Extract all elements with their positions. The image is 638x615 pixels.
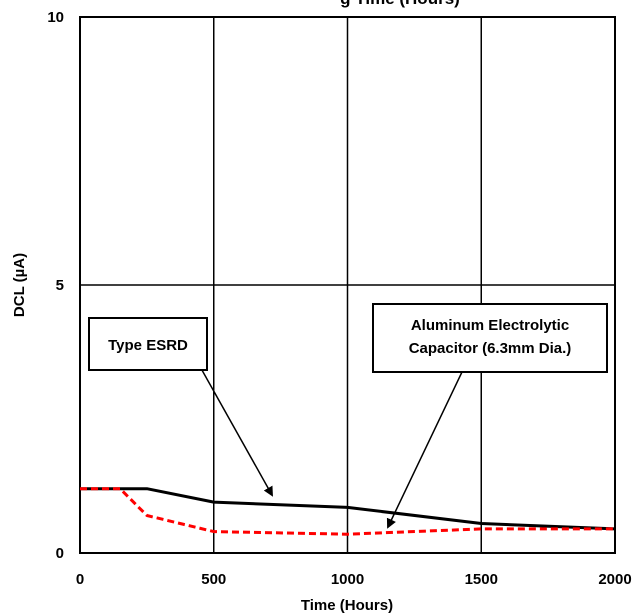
grid <box>80 17 615 553</box>
annotation-label: Capacitor (6.3mm Dia.) <box>409 340 572 357</box>
annotation-label: Type ESRD <box>108 337 188 354</box>
tick-labels: 0 500 1000 1500 2000 0 5 10 <box>47 9 631 588</box>
annotation-arrow <box>386 371 463 529</box>
x-tick-label: 500 <box>201 571 226 588</box>
y-tick-label: 5 <box>56 277 64 294</box>
chart-title-fragment: g Time (Hours) <box>340 0 460 8</box>
annotation-box <box>88 317 208 371</box>
annotation-arrow <box>197 362 273 497</box>
annotation-box <box>372 303 608 373</box>
annotation-label: Aluminum Electrolytic <box>411 317 569 334</box>
y-axis-label: DCL (µA) <box>11 253 28 317</box>
y-tick-label: 0 <box>56 545 64 562</box>
series-line-0 <box>80 487 616 531</box>
series-layer <box>80 487 616 536</box>
x-axis-label: Time (Hours) <box>301 597 393 614</box>
y-tick-label: 10 <box>47 9 64 26</box>
x-tick-label: 2000 <box>598 571 631 588</box>
series-line-1 <box>80 487 615 536</box>
x-tick-label: 0 <box>76 571 84 588</box>
x-tick-label: 1000 <box>331 571 364 588</box>
annotations: Type ESRD Aluminum Electrolytic Capacitor … <box>88 303 608 529</box>
plot-frame <box>79 16 616 554</box>
x-tick-label: 1500 <box>465 571 498 588</box>
